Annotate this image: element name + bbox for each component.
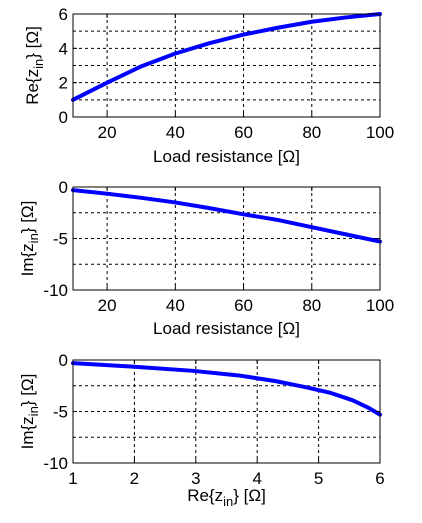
y-tick-label: 4 [59, 39, 68, 58]
x-tick-label: 2 [130, 469, 139, 488]
x-tick-label: 3 [191, 469, 200, 488]
x-tick-label: 40 [166, 296, 185, 315]
chart-3: 1 2 3 4 5 6 -10 -5 0 Re{zin} [Ω] Im{zin} [Ω] [18, 351, 385, 509]
x-tick-label: 40 [166, 123, 185, 142]
y-tick-label: -10 [43, 454, 68, 473]
chart-2: 20 40 60 80 100 -10 -5 0 Load resistance [Ω] Im{z… [18, 178, 394, 338]
x-tick-label: 80 [302, 296, 321, 315]
x-tick-label: 5 [314, 469, 323, 488]
series-line-1 [71, 188, 382, 244]
x-axis-label: Re{zin} [Ω] [187, 486, 266, 509]
series-line-1 [71, 361, 382, 417]
y-tick-label: -5 [53, 403, 68, 422]
y-tick-label: 2 [59, 74, 68, 93]
x-tick-label: 60 [234, 296, 253, 315]
x-tick-label: 100 [366, 123, 394, 142]
y-tick-label: -10 [43, 281, 68, 300]
x-axis-label: Load resistance [Ω] [153, 319, 300, 338]
y-axis-label: Im{zin} [Ω] [18, 374, 41, 450]
y-tick-label: 0 [59, 178, 68, 197]
y-tick-label: 0 [59, 108, 68, 127]
x-tick-label: 1 [68, 469, 77, 488]
plot-frame [72, 13, 381, 118]
x-tick-label: 100 [366, 296, 394, 315]
y-tick-label: 6 [59, 5, 68, 24]
y-axis-label: Re{zin} [Ω] [23, 26, 46, 105]
x-tick-label: 20 [98, 123, 117, 142]
chart-1: 20 40 60 80 100 0 2 4 6 Load resistance [Ω] Re{zin… [23, 5, 394, 166]
x-tick-label: 4 [252, 469, 261, 488]
y-tick-label: 0 [59, 351, 68, 370]
y-axis-label: Im{zin} [Ω] [18, 201, 41, 277]
series-line-1 [71, 12, 382, 102]
x-tick-label: 20 [98, 296, 117, 315]
x-tick-label: 60 [234, 123, 253, 142]
x-tick-label: 80 [302, 123, 321, 142]
y-tick-label: -5 [53, 230, 68, 249]
x-tick-label: 6 [375, 469, 384, 488]
x-axis-label: Load resistance [Ω] [153, 147, 300, 166]
